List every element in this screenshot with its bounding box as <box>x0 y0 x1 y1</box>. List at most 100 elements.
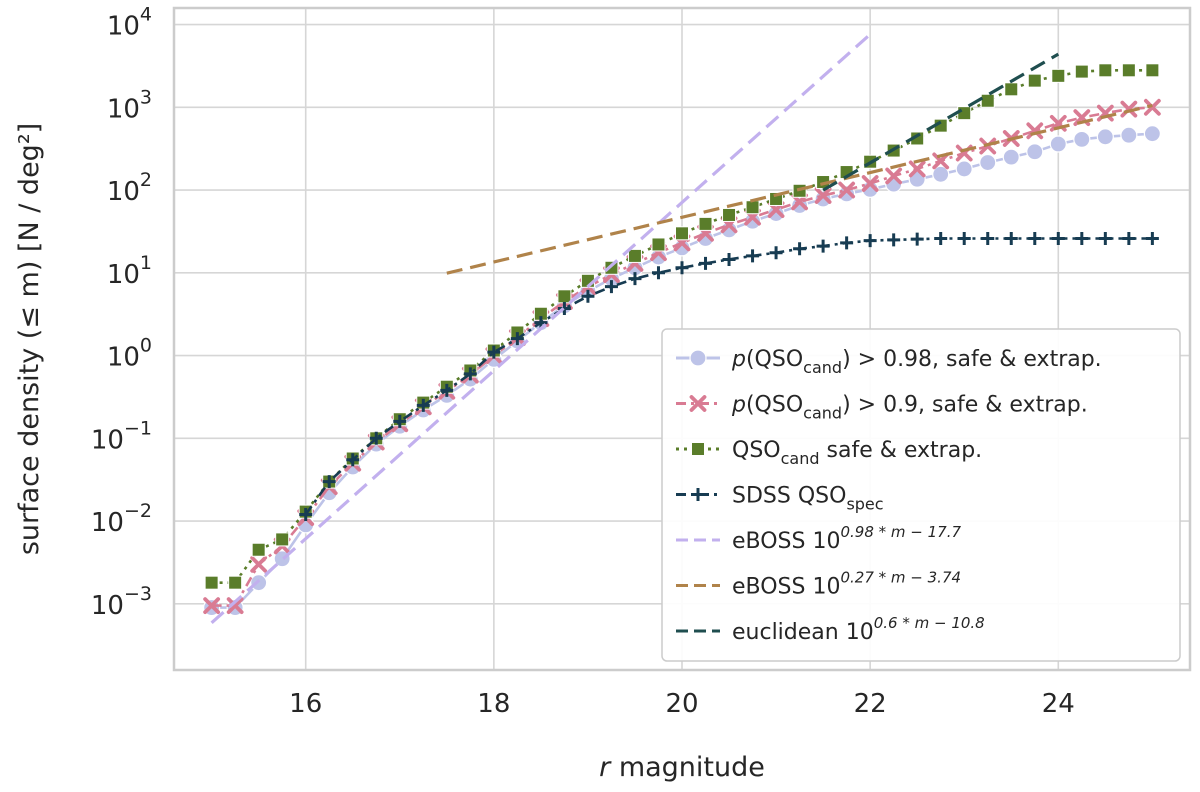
data-point <box>746 249 760 263</box>
data-point <box>1145 63 1160 78</box>
data-point <box>1122 231 1136 245</box>
data-point <box>557 302 571 316</box>
data-point <box>1120 126 1138 144</box>
data-point <box>1074 64 1089 79</box>
data-point <box>722 252 736 266</box>
data-point <box>1098 63 1113 78</box>
data-point <box>416 398 430 412</box>
legend-label: eBOSS 100.98 * m − 17.7 <box>732 523 961 554</box>
data-point <box>1143 125 1161 143</box>
data-point <box>275 532 290 547</box>
y-tick-label: 10−1 <box>91 417 152 455</box>
legend-item: p(QSOcand) > 0.98, safe & extrap. <box>676 347 1102 377</box>
legend-box <box>661 328 1181 662</box>
legend-label: eBOSS 100.27 * m − 3.74 <box>732 569 961 600</box>
data-point <box>322 475 336 489</box>
data-point <box>980 93 995 108</box>
series-4 <box>299 231 1159 521</box>
series-line <box>210 33 872 624</box>
data-point <box>1143 98 1161 116</box>
data-point <box>1026 122 1044 140</box>
legend-item: euclidean 100.6 * m − 10.8 <box>676 614 985 645</box>
data-point <box>1073 130 1091 148</box>
data-point <box>1027 73 1042 88</box>
data-point <box>203 597 221 615</box>
data-point <box>910 232 924 246</box>
y-tick-label: 101 <box>107 252 152 290</box>
data-point <box>440 383 454 397</box>
data-point <box>251 542 266 557</box>
data-point <box>675 261 689 275</box>
data-point <box>204 575 219 590</box>
data-point <box>1121 63 1136 78</box>
data-point <box>979 153 997 172</box>
legend-label: euclidean 100.6 * m − 10.8 <box>732 614 985 645</box>
legend: p(QSOcand) > 0.98, safe & extrap. p(QSOca… <box>661 328 1181 662</box>
data-point <box>628 272 642 286</box>
data-point <box>689 395 707 412</box>
data-point <box>957 106 972 121</box>
data-point <box>250 555 268 573</box>
data-point <box>955 160 973 178</box>
data-point <box>769 246 783 260</box>
data-point <box>934 231 948 245</box>
data-point <box>887 233 901 247</box>
x-tick-label: 18 <box>477 689 510 719</box>
data-point <box>675 226 689 241</box>
data-point <box>722 207 737 222</box>
series-layer <box>203 33 1161 624</box>
x-axis-title: r magnitude <box>599 752 765 783</box>
y-tick-label: 10−2 <box>91 500 152 538</box>
y-tick-label: 10−3 <box>91 583 152 621</box>
series-5 <box>210 33 872 624</box>
data-point <box>932 152 950 170</box>
series-6 <box>446 103 1153 275</box>
plot-frame <box>172 6 1192 672</box>
y-tick-label: 102 <box>107 169 152 207</box>
x-tick-label: 22 <box>854 689 887 719</box>
data-point <box>557 289 572 304</box>
legend-label: QSOcand safe & extrap. <box>732 438 982 468</box>
data-point <box>1004 82 1019 97</box>
data-point <box>369 431 383 445</box>
data-point <box>816 239 830 253</box>
data-point <box>487 345 501 359</box>
data-point <box>838 181 856 199</box>
data-point <box>1145 231 1159 245</box>
data-point <box>226 597 244 615</box>
data-point <box>793 242 807 256</box>
data-point <box>745 200 760 215</box>
data-point <box>932 165 950 183</box>
data-point <box>463 367 477 381</box>
legend-label: p(QSOcand) > 0.9, safe & extrap. <box>731 393 1088 423</box>
data-point <box>885 167 903 185</box>
series-line <box>822 52 1060 192</box>
legend-label: p(QSOcand) > 0.98, safe & extrap. <box>731 347 1102 377</box>
data-point <box>1098 231 1112 245</box>
legend-item: SDSS QSOspec <box>676 484 884 514</box>
legend-item: p(QSOcand) > 0.9, safe & extrap. <box>676 393 1088 423</box>
data-point <box>908 160 926 178</box>
data-point <box>699 256 713 270</box>
data-point <box>698 216 713 231</box>
data-point <box>1004 231 1018 245</box>
data-point <box>1049 135 1067 153</box>
data-point <box>604 280 618 294</box>
data-point <box>299 507 313 521</box>
y-tick-label: 104 <box>107 4 152 42</box>
data-point <box>981 231 995 245</box>
legend-item: eBOSS 100.27 * m − 3.74 <box>676 569 961 600</box>
data-point <box>691 488 705 501</box>
data-point <box>814 187 832 204</box>
data-point <box>346 453 360 467</box>
data-point <box>581 289 595 303</box>
data-point <box>1075 231 1089 245</box>
series-7 <box>822 52 1060 192</box>
y-axis-title: surface density (≤ m) [N / deg²] <box>14 123 45 555</box>
data-point <box>689 349 707 367</box>
data-point <box>861 175 879 192</box>
x-tick-label: 24 <box>1042 689 1075 719</box>
data-point <box>393 414 407 428</box>
legend-label: SDSS QSOspec <box>732 484 884 514</box>
